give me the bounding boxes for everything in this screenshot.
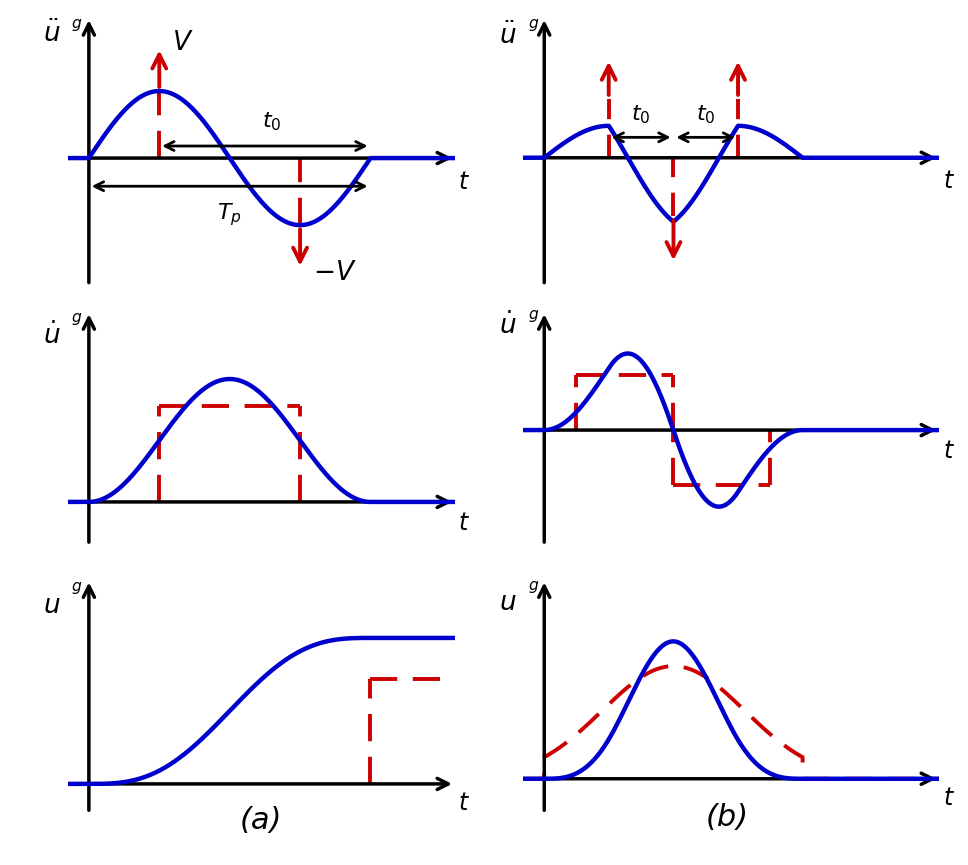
Text: $_g$: $_g$ xyxy=(72,308,82,328)
Text: $t_0$: $t_0$ xyxy=(262,110,282,132)
Text: $_g$: $_g$ xyxy=(72,14,82,34)
Text: $t$: $t$ xyxy=(459,170,470,194)
Text: (a): (a) xyxy=(240,806,283,835)
Text: $u$: $u$ xyxy=(44,593,61,618)
Text: $\dot{u}$: $\dot{u}$ xyxy=(499,313,517,340)
Text: $t$: $t$ xyxy=(943,170,954,193)
Text: $_g$: $_g$ xyxy=(72,577,82,597)
Text: $\dot{u}$: $\dot{u}$ xyxy=(44,323,61,349)
Text: $t$: $t$ xyxy=(459,791,470,815)
Text: $t_0$: $t_0$ xyxy=(696,103,715,125)
Text: $\ddot{u}$: $\ddot{u}$ xyxy=(44,21,61,48)
Text: $u$: $u$ xyxy=(499,590,517,616)
Text: $_g$: $_g$ xyxy=(529,14,540,34)
Text: $V$: $V$ xyxy=(172,29,194,55)
Text: $t$: $t$ xyxy=(459,510,470,535)
Text: $t_0$: $t_0$ xyxy=(631,103,650,125)
Text: $t$: $t$ xyxy=(943,785,954,810)
Text: $-V$: $-V$ xyxy=(313,260,356,286)
Text: $_g$: $_g$ xyxy=(529,305,540,325)
Text: $T_p$: $T_p$ xyxy=(218,202,242,228)
Text: (b): (b) xyxy=(706,804,749,832)
Text: $\ddot{u}$: $\ddot{u}$ xyxy=(499,22,517,50)
Text: $_g$: $_g$ xyxy=(529,576,540,597)
Text: $t$: $t$ xyxy=(943,439,954,464)
